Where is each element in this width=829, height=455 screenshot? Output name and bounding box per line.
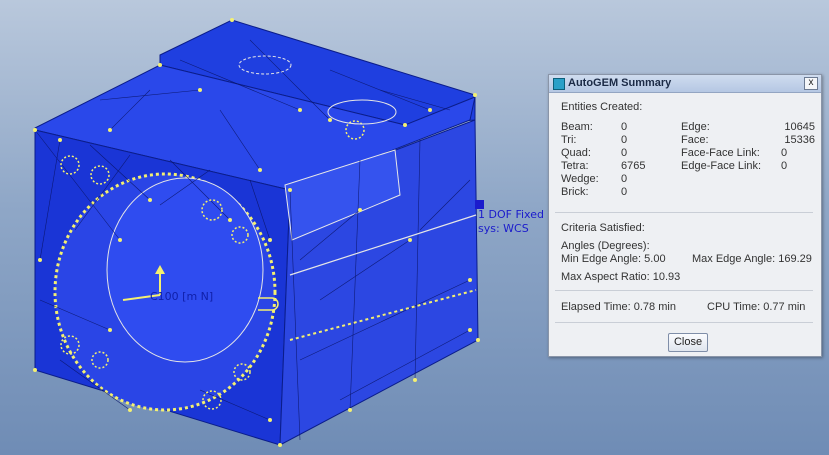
- divider: [555, 290, 813, 291]
- constraint-marker: [475, 200, 484, 209]
- entities-right-list: Edge: 10645 Face: 15336 Face-Face Link: 0 E…: [681, 121, 815, 181]
- entities-left-list: Beam: 0 Tri: 0 Quad: 0 Tetra: 6765 Wedge: 0 B…: [561, 121, 681, 211]
- autogem-icon: [553, 78, 565, 90]
- close-icon[interactable]: x: [804, 77, 818, 90]
- face-face-link-value: 0: [781, 147, 788, 159]
- dialog-titlebar[interactable]: AutoGEM Summary x: [549, 75, 821, 93]
- quad-value: 0: [621, 147, 628, 159]
- close-button[interactable]: Close: [668, 333, 708, 352]
- max-aspect-ratio: Max Aspect Ratio: 10.93: [561, 271, 681, 283]
- tetra-value: 6765: [621, 160, 646, 172]
- beam-value: 0: [621, 121, 628, 133]
- load-label: C100 [m N]: [150, 290, 214, 303]
- edge-value: 10645: [784, 121, 815, 133]
- cpu-time: CPU Time: 0.77 min: [707, 301, 806, 313]
- max-edge-angle: Max Edge Angle: 169.29: [692, 253, 812, 265]
- face-face-link-label: Face-Face Link:: [681, 147, 760, 159]
- tetra-label: Tetra:: [561, 160, 589, 172]
- tri-label: Tri:: [561, 134, 577, 146]
- edge-label: Edge:: [681, 121, 710, 133]
- brick-value: 0: [621, 186, 628, 198]
- constraint-label: 1 DOF Fixed: [478, 208, 544, 221]
- entities-heading: Entities Created:: [561, 101, 643, 113]
- criteria-heading: Criteria Satisfied:: [561, 222, 645, 234]
- autogem-summary-dialog: AutoGEM Summary x Entities Created: Beam…: [548, 74, 822, 357]
- elapsed-time: Elapsed Time: 0.78 min: [561, 301, 676, 313]
- face-label: Face:: [681, 134, 709, 146]
- dialog-title: AutoGEM Summary: [568, 77, 672, 89]
- wedge-value: 0: [621, 173, 628, 185]
- coordinate-system-label: sys: WCS: [478, 222, 529, 235]
- divider: [555, 212, 813, 213]
- min-edge-angle: Min Edge Angle: 5.00: [561, 253, 666, 265]
- beam-label: Beam:: [561, 121, 593, 133]
- divider: [555, 322, 813, 323]
- brick-label: Brick:: [561, 186, 589, 198]
- edge-face-link-value: 0: [781, 160, 788, 172]
- angles-heading: Angles (Degrees):: [561, 240, 650, 252]
- wedge-label: Wedge:: [561, 173, 599, 185]
- edge-face-link-label: Edge-Face Link:: [681, 160, 762, 172]
- face-value: 15336: [784, 134, 815, 146]
- quad-label: Quad:: [561, 147, 591, 159]
- tri-value: 0: [621, 134, 628, 146]
